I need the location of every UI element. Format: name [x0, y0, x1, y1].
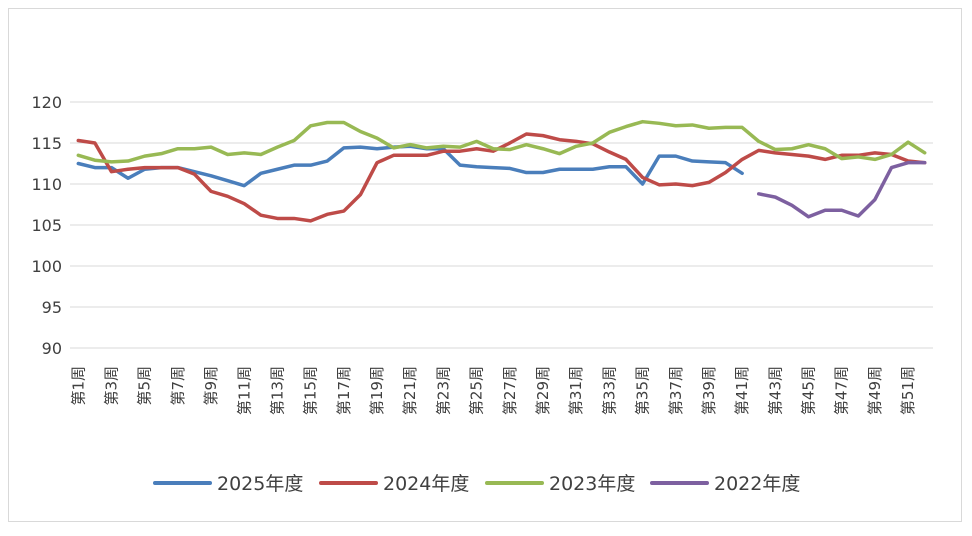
x-tick-label: 第35周: [634, 366, 652, 415]
x-tick-label: 第31周: [567, 366, 585, 415]
x-tick-label: 第17周: [335, 366, 353, 415]
y-tick-label: 95: [42, 298, 62, 317]
x-tick-label: 第47周: [833, 366, 851, 415]
x-tick-label: 第1周: [69, 366, 87, 406]
y-tick-label: 110: [31, 175, 62, 194]
x-tick-label: 第37周: [667, 366, 685, 415]
legend-label: 2023年度: [549, 473, 635, 495]
x-tick-label: 第15周: [302, 366, 320, 415]
x-tick-label: 第21周: [401, 366, 419, 415]
gridlines: [70, 101, 933, 349]
y-tick-label: 100: [31, 257, 62, 276]
x-tick-label: 第43周: [766, 366, 784, 415]
x-tick-label: 第49周: [866, 366, 884, 415]
x-tick-label: 第9周: [202, 366, 220, 406]
x-tick-label: 第13周: [268, 366, 286, 415]
x-tick-label: 第25周: [468, 366, 486, 415]
series-lines: [76, 119, 927, 223]
x-tick-label: 第3周: [102, 366, 120, 406]
series-line-2024年度: [76, 132, 927, 223]
x-tick-label: 第33周: [600, 366, 618, 415]
x-tick-label: 第19周: [368, 366, 386, 415]
x-tick-label: 第41周: [733, 366, 751, 415]
legend-label: 2022年度: [714, 473, 800, 495]
x-axis-ticks: 第1周 第3周 第5周 第7周 第9周 第11周 第13周 第15周 第17周 第19周 第21周第…: [69, 366, 917, 415]
series-line-2023年度: [76, 119, 927, 164]
y-axis-ticks: 90 95 100 105 110 115 120: [31, 93, 62, 358]
x-tick-label: 第27周: [501, 366, 519, 415]
legend-label: 2024年度: [383, 473, 469, 495]
chart-frame: [8, 8, 962, 522]
y-tick-label: 120: [31, 93, 62, 112]
x-tick-label: 第23周: [434, 366, 452, 415]
x-tick-label: 第39周: [700, 366, 718, 415]
y-tick-label: 90: [42, 339, 62, 358]
y-tick-label: 115: [31, 134, 62, 153]
x-tick-label: 第11周: [235, 366, 253, 415]
legend: 2025年度 2024年度 2023年度 2022年度: [153, 473, 800, 495]
series-line-2022年度: [756, 160, 927, 219]
legend-label: 2025年度: [217, 473, 303, 495]
x-tick-label: 第29周: [534, 366, 552, 415]
x-tick-label: 第5周: [136, 366, 154, 406]
y-tick-label: 105: [31, 216, 62, 235]
x-tick-label: 第45周: [800, 366, 818, 415]
x-tick-label: 第51周: [899, 366, 917, 415]
x-tick-label: 第7周: [169, 366, 187, 406]
